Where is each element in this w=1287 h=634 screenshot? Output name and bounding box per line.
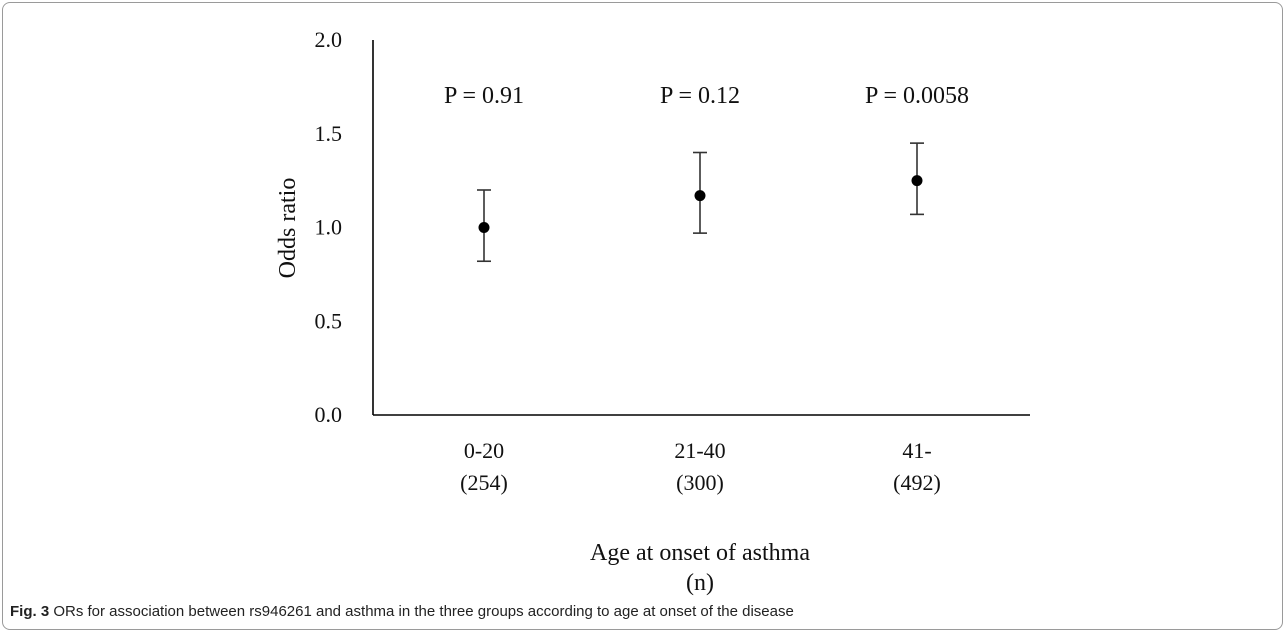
x-category-count: (254) (460, 470, 508, 495)
odds-ratio-chart: 0.0 0.5 1.0 1.5 2.0 0-20 (254) 21-40 (300) 41- (4… (275, 27, 1030, 596)
figure-caption: Fig. 3 ORs for association between rs946… (10, 603, 794, 620)
p-value-label: P = 0.0058 (865, 83, 969, 109)
x-category-label: 41- (902, 438, 931, 463)
x-category-count: (492) (893, 470, 941, 495)
y-axis-label: Odds ratio (275, 178, 301, 279)
x-category-labels: 0-20 (254) 21-40 (300) 41- (492) (460, 438, 941, 495)
y-tick-label: 1.5 (315, 121, 343, 146)
y-tick-label: 2.0 (315, 27, 343, 52)
y-tick-label: 0.5 (315, 308, 343, 333)
p-value-label: P = 0.91 (444, 83, 524, 109)
odds-ratio-point (478, 222, 490, 233)
x-category-count: (300) (676, 470, 724, 495)
p-value-label: P = 0.12 (660, 83, 740, 109)
odds-ratio-point (694, 190, 706, 202)
y-tick-labels: 0.0 0.5 1.0 1.5 2.0 (315, 27, 343, 427)
odds-ratio-point (911, 175, 923, 187)
x-category-label: 21-40 (674, 438, 725, 463)
data-points (477, 142, 924, 263)
x-axis-label: Age at onset of asthma (590, 540, 810, 566)
x-category-label: 0-20 (464, 438, 504, 463)
x-axis-label-unit: (n) (686, 570, 714, 596)
p-value-labels: P = 0.91 P = 0.12 P = 0.0058 (444, 83, 969, 109)
figure-caption-text: ORs for association between rs946261 and… (53, 603, 794, 620)
y-tick-label: 1.0 (315, 215, 343, 240)
figure-label: Fig. 3 (10, 603, 50, 620)
y-tick-label: 0.0 (315, 402, 343, 427)
